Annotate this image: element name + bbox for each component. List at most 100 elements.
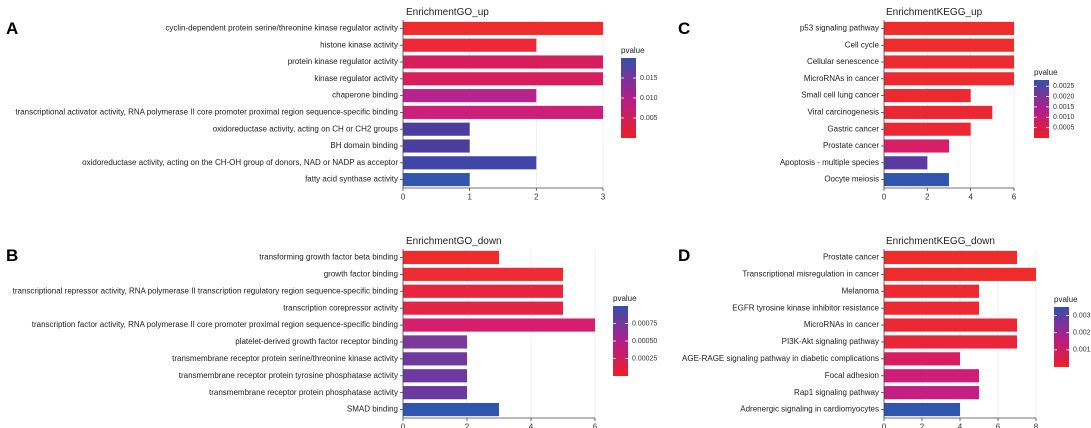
- category-label: Cell cycle: [845, 40, 880, 49]
- bar: [403, 55, 603, 69]
- chart-title: EnrichmentKEGG_down: [886, 236, 995, 247]
- x-tick-label: 2: [925, 193, 930, 202]
- legend-tick-label: 0.0010: [1053, 114, 1075, 121]
- category-label: Prostate cancer: [823, 253, 879, 262]
- bar: [403, 156, 537, 170]
- bar: [884, 156, 928, 170]
- legend-tick-label: 0.00075: [632, 320, 657, 327]
- category-label: cyclin-dependent protein serine/threonin…: [165, 24, 398, 33]
- legend-tick-label: 0.0020: [1053, 93, 1075, 100]
- panel-label: B: [6, 246, 18, 265]
- category-label: transforming growth factor beta binding: [259, 253, 398, 262]
- x-tick-label: 0: [401, 193, 406, 202]
- legend-tick-label: 0.00050: [632, 338, 657, 345]
- x-tick-label: 4: [958, 423, 963, 428]
- category-label: transmembrane receptor protein phosphata…: [209, 388, 398, 397]
- x-tick-label: 3: [601, 193, 606, 202]
- x-tick-label: 6: [593, 423, 598, 428]
- bar: [884, 301, 979, 315]
- category-label: Melanoma: [842, 286, 880, 295]
- bar: [884, 335, 1017, 349]
- legend-title: pvalue: [621, 46, 645, 55]
- category-label: Adrenergic signaling in cardiomyocytes: [740, 405, 879, 414]
- category-label: EGFR tyrosine kinase inhibitor resistanc…: [732, 303, 879, 312]
- bar: [403, 301, 563, 315]
- legend-tick-label: 0.001: [1073, 347, 1091, 354]
- category-label: growth factor binding: [324, 269, 398, 278]
- x-tick-label: 4: [968, 193, 973, 202]
- bar: [403, 38, 537, 52]
- bar: [403, 139, 470, 153]
- category-label: transmembrane receptor protein serine/th…: [172, 354, 398, 363]
- bar: [884, 284, 979, 298]
- category-label: Viral carcinogenesis: [808, 108, 879, 117]
- category-label: Small cell lung cancer: [801, 91, 879, 100]
- x-tick-label: 0: [882, 423, 887, 428]
- bar: [403, 318, 595, 332]
- x-tick-label: 2: [465, 423, 470, 428]
- category-label: MicroRNAs in cancer: [804, 320, 879, 329]
- bar: [884, 139, 949, 153]
- bar: [403, 89, 537, 103]
- x-tick-label: 1: [467, 193, 472, 202]
- category-label: Focal adhesion: [825, 371, 879, 380]
- bar: [403, 105, 603, 119]
- bar: [884, 122, 971, 136]
- legend-title: pvalue: [613, 294, 637, 303]
- legend-title: pvalue: [1054, 295, 1078, 304]
- legend-tick-label: 0.005: [640, 115, 658, 122]
- legend-tick-label: 0.0015: [1053, 104, 1075, 111]
- category-label: SMAD binding: [347, 405, 398, 414]
- panel-label: C: [678, 19, 690, 38]
- legend-tick-label: 0.003: [1073, 312, 1091, 319]
- category-label: transcriptional activator activity, RNA …: [15, 108, 398, 117]
- x-tick-label: 4: [529, 423, 534, 428]
- category-label: kinase regulator activity: [314, 74, 398, 83]
- bar: [884, 386, 979, 400]
- x-tick-label: 6: [996, 423, 1001, 428]
- bar: [884, 72, 1014, 86]
- bar: [403, 352, 467, 366]
- bar: [403, 250, 499, 265]
- legend-tick-label: 0.0005: [1053, 124, 1075, 131]
- category-label: fatty acid synthase activity: [305, 175, 398, 184]
- bar: [884, 38, 1014, 52]
- bar: [403, 122, 470, 136]
- category-label: histone kinase activity: [320, 40, 398, 49]
- category-label: Rap1 signaling pathway: [794, 388, 879, 397]
- category-label: oxidoreductase activity, acting on the C…: [82, 158, 398, 167]
- panel-label: D: [678, 246, 690, 265]
- x-tick-label: 0: [882, 193, 887, 202]
- bar: [884, 173, 949, 187]
- bar: [884, 402, 960, 417]
- legend-tick-label: 0.010: [640, 95, 658, 102]
- x-tick-label: 0: [401, 423, 406, 428]
- category-label: p53 signaling pathway: [800, 24, 879, 33]
- bar: [884, 250, 1017, 265]
- panel-d: D EnrichmentKEGG_down Prostate cancer Trans…: [678, 236, 1091, 428]
- x-tick-label: 6: [1012, 193, 1017, 202]
- legend-colorbar: [1034, 80, 1049, 138]
- bar: [403, 21, 603, 35]
- category-label: BH domain binding: [330, 141, 398, 150]
- legend-tick-label: 0.015: [640, 75, 658, 82]
- category-label: Cellular senescence: [807, 57, 880, 66]
- bar: [403, 72, 603, 86]
- category-label: Gastric cancer: [827, 124, 879, 133]
- category-label: platelet-derived growth factor receptor …: [235, 337, 398, 346]
- category-label: AGE-RAGE signaling pathway in diabetic c…: [682, 354, 879, 363]
- x-tick-label: 8: [1034, 423, 1039, 428]
- panel-a: A EnrichmentGO_up cyclin-dependent protein…: [6, 7, 658, 202]
- category-label: Transcriptional misregulation in cancer: [742, 269, 879, 278]
- legend-colorbar: [613, 306, 628, 376]
- category-label: transcription factor activity, RNA polym…: [32, 320, 398, 329]
- legend-colorbar: [1054, 307, 1069, 367]
- category-label: transcription corepressor activity: [283, 303, 398, 312]
- bar: [884, 89, 971, 103]
- category-label: oxidoreductase activity, acting on CH or…: [213, 124, 398, 133]
- legend-tick-label: 0.00025: [632, 355, 657, 362]
- category-label: MicroRNAs in cancer: [804, 74, 879, 83]
- chart-title: EnrichmentGO_up: [406, 7, 489, 18]
- bar: [403, 335, 467, 349]
